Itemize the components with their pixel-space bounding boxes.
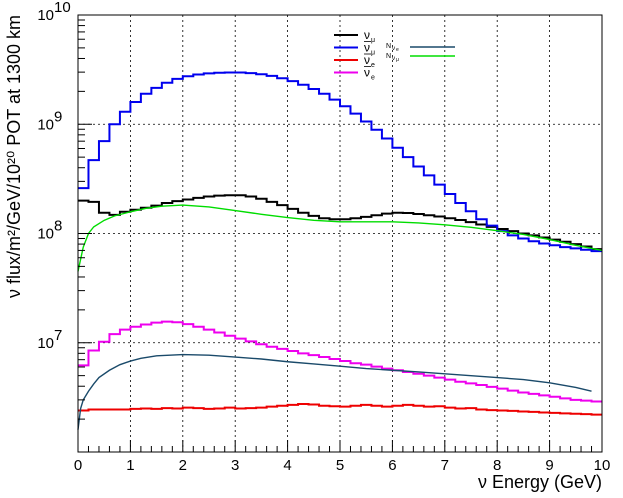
legend-ratio-num-subsub: e bbox=[396, 47, 399, 53]
series-line-3 bbox=[78, 320, 602, 403]
y-tick-label: 10 bbox=[37, 226, 54, 243]
legend-ratio-den-sub: ν bbox=[392, 56, 395, 62]
series-line-2 bbox=[78, 403, 602, 416]
x-tick-label: 2 bbox=[179, 457, 187, 474]
series-line-0 bbox=[78, 194, 602, 251]
legend-ratio-num: N bbox=[386, 43, 391, 50]
x-axis-title: ν Energy (GeV) bbox=[478, 472, 602, 492]
x-tick-label: 9 bbox=[545, 457, 553, 474]
x-tick-labels: 0 1 2 3 4 5 6 7 8 9 10 bbox=[74, 457, 611, 474]
y-axis-title: ν flux/m²/GeV/10²⁰ POT at 1300 km bbox=[4, 15, 24, 298]
legend-label-sub: μ bbox=[371, 50, 375, 57]
x-tick-label: 5 bbox=[336, 457, 344, 474]
x-tick-label: 3 bbox=[231, 457, 239, 474]
y-tick-exponent: 9 bbox=[54, 108, 62, 125]
series-line-1 bbox=[78, 71, 602, 253]
ticks bbox=[77, 19, 603, 453]
y-tick-label: 10 bbox=[37, 7, 54, 24]
series-line-5 bbox=[77, 204, 603, 272]
x-tick-label: 10 bbox=[594, 457, 611, 474]
y-tick-exponent: 7 bbox=[54, 327, 62, 344]
legend-label: ν bbox=[364, 28, 370, 42]
legend: ν μν μν eν eN ν eN ν μ bbox=[334, 28, 455, 82]
legend-ratio-num-sub: ν bbox=[392, 46, 395, 52]
legend-label-sub: e bbox=[371, 62, 375, 69]
x-tick-label: 4 bbox=[283, 457, 291, 474]
x-tick-label: 7 bbox=[441, 457, 449, 474]
legend-ratio-den-subsub: μ bbox=[396, 57, 399, 63]
y-tick-label: 10 bbox=[37, 335, 54, 352]
legend-label: ν bbox=[364, 41, 370, 55]
legend-label-sub: e bbox=[371, 75, 375, 82]
series-line-4 bbox=[77, 353, 592, 430]
x-tick-label: 0 bbox=[74, 457, 82, 474]
legend-label-sub: μ bbox=[371, 37, 375, 44]
x-tick-label: 1 bbox=[126, 457, 134, 474]
x-tick-label: 8 bbox=[493, 457, 501, 474]
series-layer bbox=[77, 71, 603, 430]
x-tick-label: 6 bbox=[388, 457, 396, 474]
y-tick-exponent: 10 bbox=[54, 0, 71, 16]
legend-label: ν bbox=[364, 53, 370, 67]
y-tick-exponent: 8 bbox=[54, 218, 62, 235]
legend-ratio-den: N bbox=[386, 53, 391, 60]
legend-label: ν bbox=[364, 66, 370, 80]
y-tick-label: 10 bbox=[37, 116, 54, 133]
